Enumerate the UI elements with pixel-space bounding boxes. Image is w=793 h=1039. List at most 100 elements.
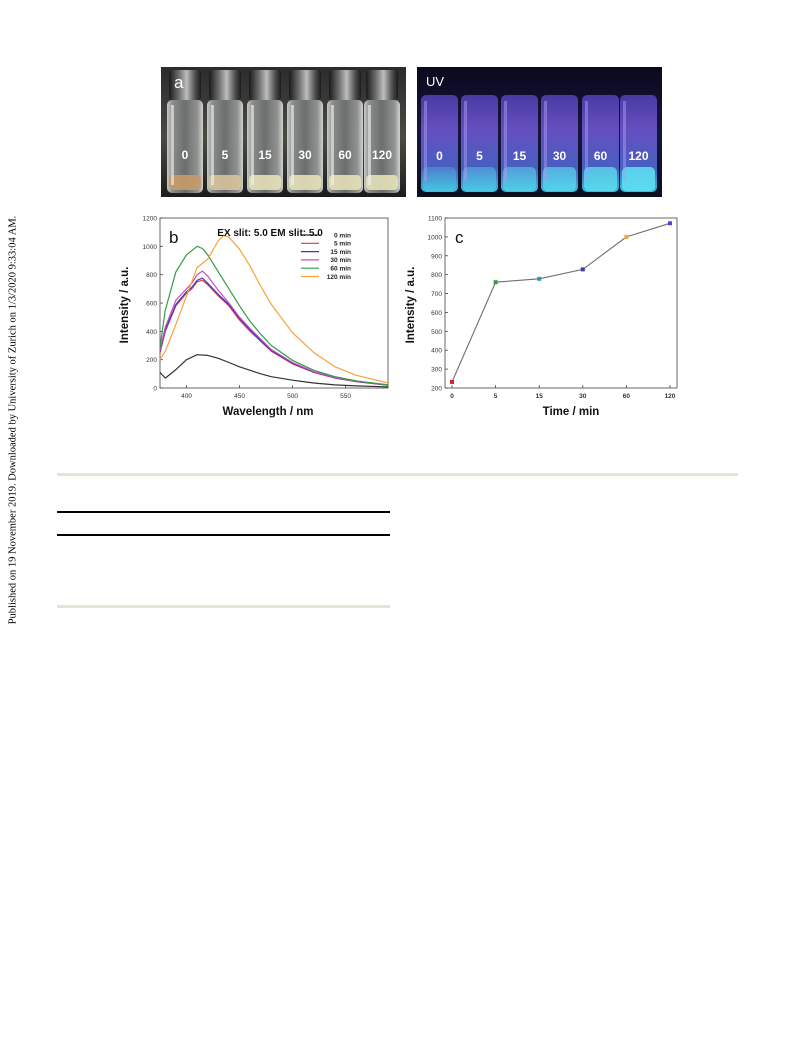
y-tick-label: 400 [431,348,442,355]
vial-highlight [424,101,427,181]
vial-fluorescence [622,167,655,191]
vial-liquid [289,175,321,190]
vial-label: 5 [222,148,229,162]
table-header-rule [57,534,390,536]
vial-highlight [544,101,547,181]
legend-entry: 120 min [327,274,351,281]
legend-entry: 30 min [330,257,351,264]
y-tick-label: 600 [146,301,157,308]
vials-photo-daylight: 0 5 15 30 60 120 a [161,67,406,197]
vial-label: 15 [258,148,272,162]
y-axis-label: Intensity / a.u. [119,267,131,344]
vial-cap [329,70,361,100]
vial-label: 0 [436,149,443,163]
series-line-30-min [159,270,389,386]
vial-label: 0 [182,148,189,162]
y-axis-label: Intensity / a.u. [405,267,417,344]
download-notice: Published on 19 November 2019. Downloade… [7,215,19,625]
vial-highlight [585,101,588,181]
x-tick-label: 500 [287,393,298,400]
intensity-vs-time-chart: 200 300 400 500 600 700 800 900 1000 1100 0 5 15 30 60… [405,216,678,418]
x-axis-label: Time / min [543,406,600,418]
y-tick-label: 600 [431,310,442,317]
vial-glass [207,100,243,193]
vial-highlight [171,105,174,185]
data-point-60-min [624,234,629,239]
y-tick-label: 1200 [143,216,158,223]
panel-a-label: a [174,73,184,92]
vial-glass [364,100,400,193]
x-tick-label: 450 [234,393,245,400]
vial-fluorescence [503,167,536,191]
y-tick-label: 500 [431,329,442,336]
y-tick-label: 1100 [428,216,442,223]
x-tick-label: 120 [665,393,676,400]
vial-cap [209,70,241,100]
vial-liquid [249,175,281,190]
vial-liquid [366,175,398,190]
legend-entry: 60 min [330,266,351,273]
vial-glass [247,100,283,193]
vial-label: 15 [513,149,527,163]
panel-uv-label: UV [426,74,444,89]
vial-highlight [211,105,214,185]
vial-cap [366,70,398,100]
x-tick-label: 0 [450,393,454,400]
x-tick-label: 5 [494,393,498,400]
x-axis-label: Wavelength / nm [223,406,314,418]
panel-c-label: c [455,228,464,247]
data-point-120-min [668,221,672,226]
vial-highlight [368,105,371,185]
panel-b-label: b [169,228,178,247]
y-tick-label: 0 [153,386,157,393]
legend-entry: 15 min [330,249,351,256]
vial-glass [167,100,203,193]
vial-label: 30 [298,148,312,162]
table-top-rule [57,511,390,513]
y-tick-label: 800 [146,272,157,279]
emission-spectra-chart: 0 200 400 600 800 1000 1200 400 450 500 550 0 min 5 … [119,216,389,418]
vial-cap [289,70,321,100]
vial-cap [249,70,281,100]
legend-entry: 0 min [334,232,351,239]
y-tick-label: 900 [431,253,442,260]
series-line-0-min [159,354,389,388]
slit-annotation: EX slit: 5.0 EM slit: 5.0 [217,228,323,239]
y-tick-label: 1000 [428,234,443,241]
y-tick-label: 200 [146,357,157,364]
vial-highlight [251,105,254,185]
vial-fluorescence [423,167,456,191]
section-divider [57,473,738,476]
vial-highlight [623,101,626,181]
plot-frame [444,217,678,389]
vial-label: 60 [594,149,608,163]
data-point-30-min [580,267,585,272]
vial-glow [421,95,458,192]
legend-entry: 5 min [334,241,351,248]
vial-label: 5 [476,149,483,163]
series-line-5-min [159,279,389,386]
y-tick-label: 1000 [143,244,158,251]
vial-glow [501,95,538,192]
table-bottom-rule [57,605,390,608]
vial-label: 60 [338,148,352,162]
vial-label: 120 [372,148,392,162]
y-tick-label: 400 [146,329,157,336]
vial-liquid [169,175,201,190]
x-tick-label: 400 [181,393,192,400]
vial-glow [461,95,498,192]
vial-glass [287,100,323,193]
series-line-15-min [159,277,389,386]
vial-highlight [504,101,507,181]
vial-liquid [209,175,241,190]
series-line-60-min [159,245,389,386]
vials-photo-uv: 0 5 15 30 60 120 UV [417,67,662,197]
vial-label: 120 [628,149,648,163]
y-tick-label: 200 [431,386,442,393]
plot-frame [159,217,389,389]
y-tick-label: 700 [431,291,442,298]
vial-highlight [464,101,467,181]
vial-highlight [331,105,334,185]
x-tick-label: 15 [536,393,544,400]
vial-fluorescence [463,167,496,191]
